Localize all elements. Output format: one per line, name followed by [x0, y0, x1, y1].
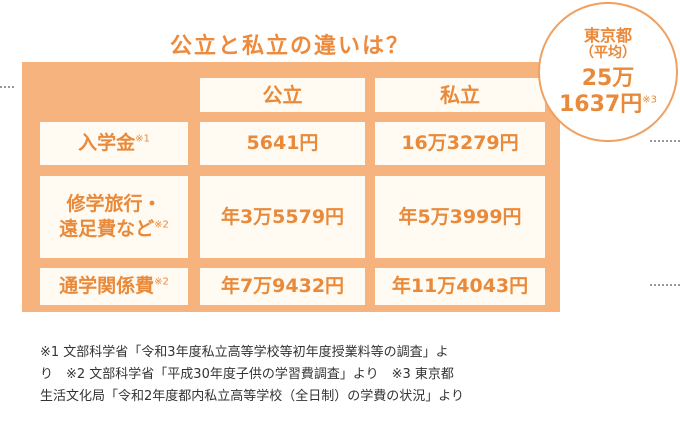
label-text: 遠足費など [59, 218, 155, 240]
header: 私立 [375, 78, 545, 112]
note-mark: ※2 [154, 219, 169, 231]
average-bubble: 東京都 （平均） 25万 1637円※3 [538, 2, 678, 142]
bubble-amount: 25万 [581, 65, 635, 91]
row-label: 通学関係費※2 [40, 268, 188, 305]
dotted-rule [0, 86, 14, 88]
table: 公立 私立 入学金※1 5641円 16万3279円 修学旅行・ 遠足費など※2 年3万5… [22, 62, 560, 312]
title: 公立と私立の違いは？ [169, 34, 410, 59]
label-line: 遠足費など※2 [59, 217, 169, 242]
label-line: 入学金※1 [78, 131, 150, 156]
note-mark: ※2 [154, 276, 169, 288]
row-label: 入学金※1 [40, 122, 188, 165]
label-text: 入学金 [78, 132, 136, 155]
footnote-line: 生活文化局「令和2年度都内私立高等学校（全日制）の学費の状況」より [40, 389, 465, 404]
private-cost: 年5万3999円 [375, 176, 545, 258]
footnote-line: ※1 文部科学省「令和3年度私立高等学校等初年度授業料等の調査」よ [40, 345, 449, 360]
dotted-rule [650, 284, 680, 286]
dotted-rule [650, 140, 680, 142]
note-mark: ※3 [642, 94, 657, 106]
public-cost: 年3万5579円 [200, 176, 365, 258]
bubble-amount: 1637円 [559, 91, 643, 117]
label-text: 修学旅行・ [66, 193, 162, 216]
label-line: 修学旅行・ [66, 192, 161, 217]
bubble-sub: （平均） [580, 44, 636, 61]
public-cost: 5641円 [200, 122, 365, 165]
label-line: 通学関係費※2 [59, 274, 169, 299]
label-text: 通学関係費 [59, 275, 155, 298]
note-mark: ※1 [135, 133, 150, 145]
public-cost: 年7万9432円 [200, 268, 365, 305]
footnote-line: り ※2 文部科学省「平成30年度子供の学習費調査」より ※3 東京都 [40, 367, 454, 382]
row-label: 修学旅行・ 遠足費など※2 [40, 176, 188, 258]
private-cost: 16万3279円 [375, 122, 545, 165]
private-cost: 年11万4043円 [375, 268, 545, 305]
header: 公立 [200, 78, 365, 112]
footnotes: ※1 文部科学省「令和3年度私立高等学校等初年度授業料等の調査」より ※2 文部… [40, 342, 570, 408]
bubble-region: 東京都 [583, 25, 632, 45]
